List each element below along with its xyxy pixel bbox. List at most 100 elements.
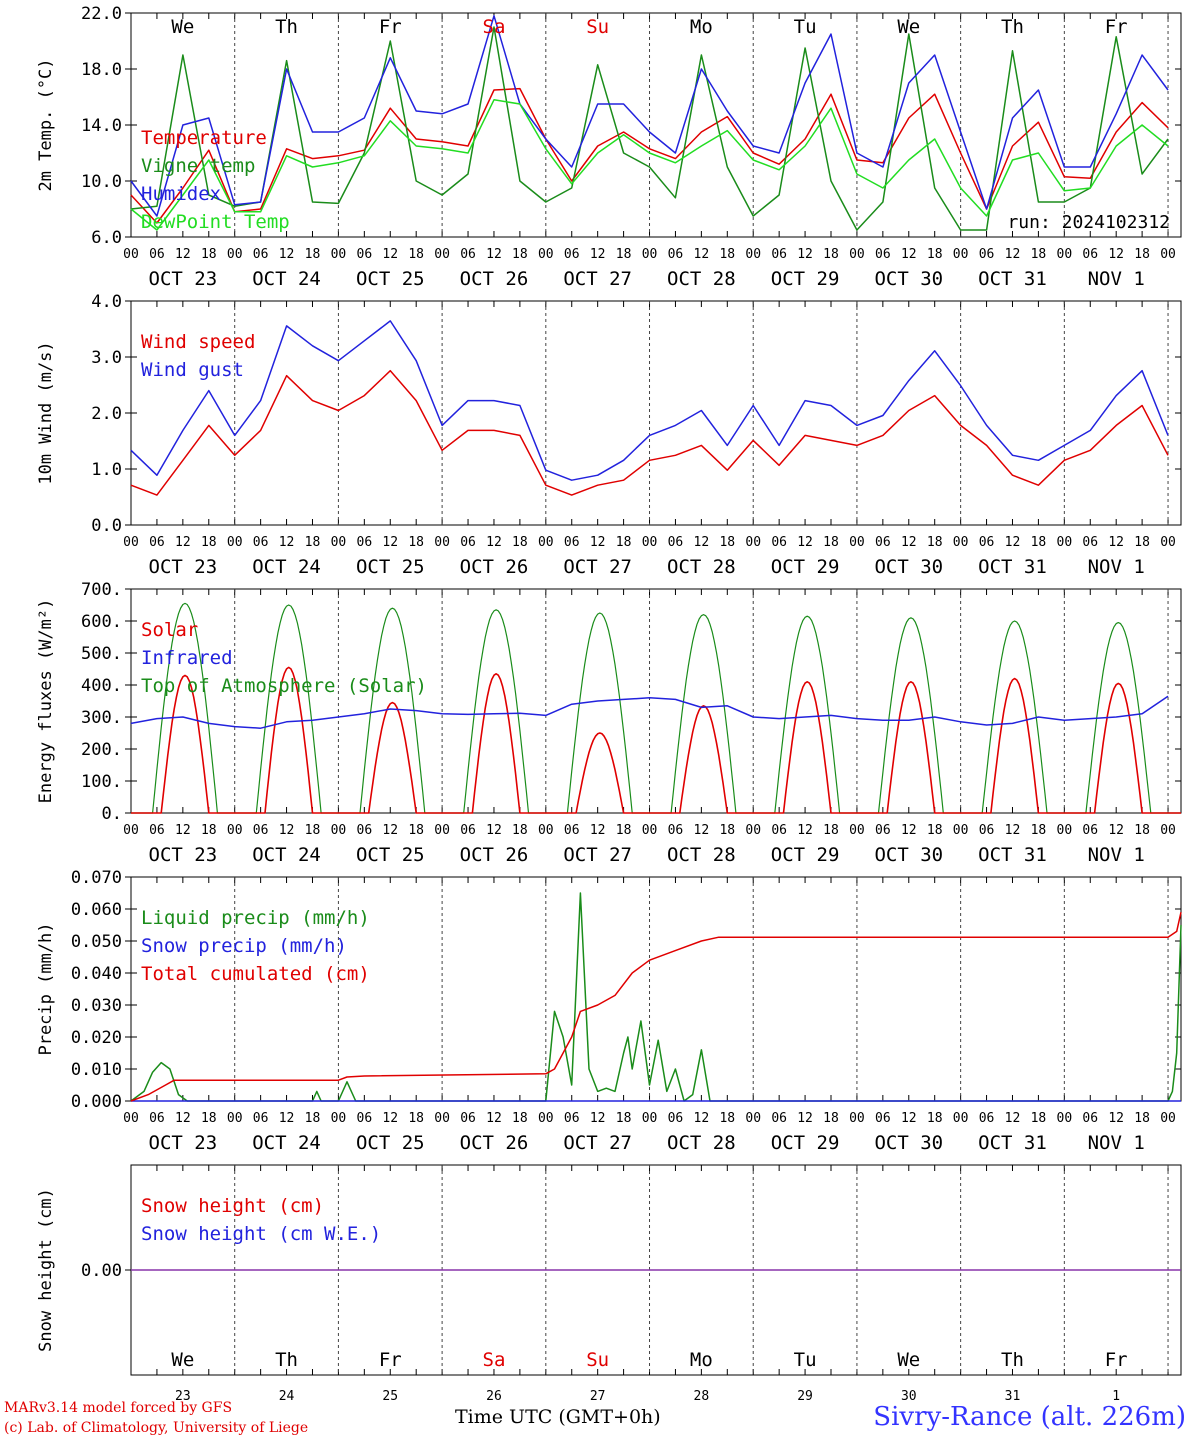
date-label: OCT 24: [252, 1132, 321, 1154]
legend-item: Humidex: [141, 183, 221, 205]
date-label: OCT 31: [978, 1132, 1047, 1154]
hour-tick-label: 06: [460, 1111, 476, 1126]
weekday-label: We: [171, 16, 194, 38]
series-solar: [131, 666, 1181, 814]
hour-tick-label: 18: [927, 1111, 943, 1126]
hour-tick-label: 00: [953, 247, 969, 262]
hour-tick-label: 12: [175, 535, 191, 550]
hour-tick-label: 00: [953, 823, 969, 838]
y-tick-label: 22.0: [81, 4, 122, 24]
hour-tick-label: 12: [901, 535, 917, 550]
hour-tick-label: 00: [745, 1111, 761, 1126]
day-number: 28: [694, 1389, 710, 1404]
hour-tick-label: 06: [564, 823, 580, 838]
hour-tick-label: 00: [642, 535, 658, 550]
date-label: OCT 26: [460, 268, 529, 290]
y-tick-label: 0.050: [71, 932, 122, 952]
y-tick-label: 4.0: [91, 292, 122, 312]
hour-tick-label: 18: [616, 1111, 632, 1126]
date-label: OCT 27: [563, 268, 632, 290]
series-total-cumulated-cm-: [130, 912, 1182, 1102]
weekday-label: Sa: [483, 1349, 506, 1371]
hour-tick-label: 18: [408, 1111, 424, 1126]
date-label: OCT 25: [356, 1132, 425, 1154]
hour-tick-label: 06: [460, 535, 476, 550]
y-tick-label: 10.0: [81, 172, 122, 192]
date-label: OCT 29: [771, 268, 840, 290]
hour-tick-label: 00: [1160, 823, 1176, 838]
run-label: run: 2024102312: [1007, 212, 1170, 233]
day-number: 31: [1005, 1389, 1021, 1404]
weekday-label: Th: [275, 16, 298, 38]
hour-tick-label: 00: [953, 535, 969, 550]
hour-tick-label: 06: [979, 1111, 995, 1126]
date-label: OCT 29: [771, 1132, 840, 1154]
hour-tick-label: 06: [460, 823, 476, 838]
y-axis-title: Energy fluxes (W/m²): [36, 599, 56, 804]
weekday-label: Th: [275, 1349, 298, 1371]
hour-tick-label: 18: [823, 1111, 839, 1126]
hour-tick-label: 06: [149, 247, 165, 262]
hour-tick-label: 06: [564, 535, 580, 550]
hour-tick-label: 12: [1005, 535, 1021, 550]
hour-tick-label: 18: [512, 535, 528, 550]
weekday-label: Fr: [379, 16, 402, 38]
hour-tick-label: 06: [875, 1111, 891, 1126]
hour-tick-label: 00: [1057, 1111, 1073, 1126]
date-label: OCT 31: [978, 268, 1047, 290]
hour-tick-label: 06: [771, 1111, 787, 1126]
hour-tick-label: 12: [1005, 823, 1021, 838]
hour-tick-label: 00: [745, 823, 761, 838]
date-label: OCT 25: [356, 556, 425, 578]
y-axis-title: Precip (mm/h): [36, 922, 56, 1055]
panel-frame: [130, 12, 1182, 238]
hour-tick-label: 00: [331, 247, 347, 262]
legend-item: Snow height (cm W.E.): [141, 1223, 381, 1245]
date-label: OCT 27: [563, 844, 632, 866]
hour-tick-label: 00: [434, 1111, 450, 1126]
hour-tick-label: 06: [357, 535, 373, 550]
hour-tick-label: 18: [1031, 823, 1047, 838]
legend-item: Snow precip (mm/h): [141, 935, 347, 957]
model-credit: MARv3.14 model forced by GFS: [4, 1400, 233, 1416]
weekday-label: Fr: [1105, 16, 1128, 38]
hour-tick-label: 06: [253, 247, 269, 262]
y-tick-label: 6.0: [91, 228, 122, 248]
hour-tick-label: 00: [227, 535, 243, 550]
date-label: OCT 25: [356, 844, 425, 866]
hour-tick-label: 00: [538, 535, 554, 550]
hour-tick-label: 12: [590, 247, 606, 262]
date-label: OCT 30: [874, 1132, 943, 1154]
legend-item: Solar: [141, 619, 198, 641]
hour-tick-label: 12: [486, 1111, 502, 1126]
lab-credit: (c) Lab. of Climatology, University of L…: [4, 1420, 309, 1436]
weekday-label: Th: [1001, 1349, 1024, 1371]
weekday-label: Su: [586, 1349, 609, 1371]
hour-tick-label: 18: [408, 247, 424, 262]
hour-tick-label: 18: [305, 1111, 321, 1126]
y-tick-label: 18.0: [81, 60, 122, 80]
hour-tick-label: 06: [875, 823, 891, 838]
hour-tick-label: 12: [382, 535, 398, 550]
date-label: NOV 1: [1088, 1132, 1145, 1154]
hour-tick-label: 06: [771, 823, 787, 838]
hour-tick-label: 18: [616, 823, 632, 838]
hour-tick-label: 12: [486, 823, 502, 838]
y-tick-label: 0.020: [71, 1028, 122, 1048]
date-label: OCT 26: [460, 844, 529, 866]
hour-tick-label: 18: [1134, 535, 1150, 550]
hour-tick-label: 18: [616, 535, 632, 550]
date-label: OCT 23: [149, 268, 218, 290]
panel-frame: [130, 300, 1182, 526]
time-axis-label: Time UTC (GMT+0h): [455, 1406, 661, 1428]
hour-tick-label: 06: [1082, 247, 1098, 262]
date-label: OCT 24: [252, 844, 321, 866]
hour-tick-label: 12: [901, 1111, 917, 1126]
date-label: OCT 30: [874, 556, 943, 578]
y-tick-label: 300.: [81, 708, 122, 728]
hour-tick-label: 06: [564, 1111, 580, 1126]
hour-tick-label: 18: [927, 535, 943, 550]
hour-tick-label: 18: [823, 535, 839, 550]
series-humidex: [130, 15, 1169, 217]
weekday-label: Th: [1001, 16, 1024, 38]
